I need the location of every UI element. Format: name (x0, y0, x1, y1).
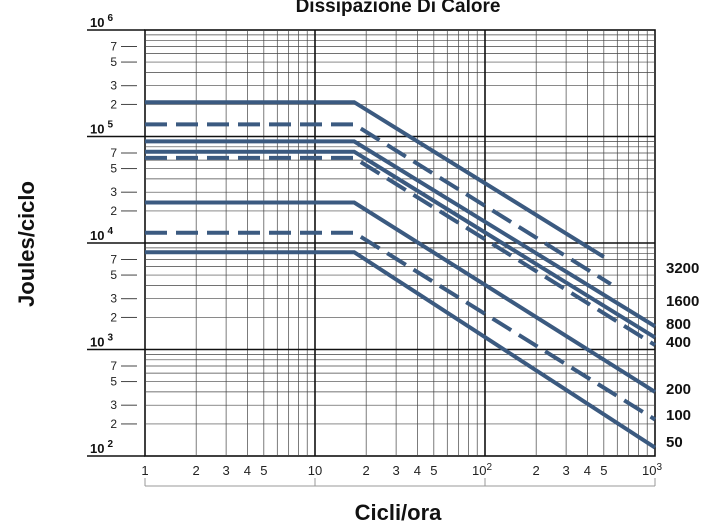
x-tick-label: 3 (392, 463, 399, 478)
series-label-50: 50 (666, 434, 683, 451)
y-tick-exponent: 4 (107, 226, 113, 237)
y-tick-label: 10 3 (90, 333, 113, 350)
x-tick-label: 4 (584, 463, 591, 478)
x-tick-label: 4 (244, 463, 251, 478)
x-tick-exponent: 2 (486, 462, 492, 473)
x-tick-label: 2 (193, 463, 200, 478)
series-line (145, 250, 657, 450)
x-tick-label: 5 (260, 463, 267, 478)
y-tick-label: 10 6 (90, 13, 113, 30)
y-tick-exponent: 3 (107, 333, 113, 344)
y-minor-tick-label: 5 (110, 375, 117, 389)
dashed-series-line (145, 230, 657, 422)
y-minor-tick-label: 7 (110, 359, 117, 373)
x-tick-label: 3 (222, 463, 229, 478)
y-minor-tick-label: 2 (110, 310, 117, 324)
x-tick-label: 10 (308, 463, 322, 478)
y-minor-tick-label: 3 (110, 185, 117, 199)
y-minor-tick-label: 2 (110, 417, 117, 431)
series-label-100: 100 (666, 407, 691, 424)
y-tick-exponent: 2 (107, 439, 113, 450)
y-minor-tick-label: 3 (110, 79, 117, 93)
x-axis-label: Cicli/ora (355, 500, 443, 524)
y-minor-tick-label: 5 (110, 162, 117, 176)
y-tick-label: 10 5 (90, 120, 113, 137)
series-line (145, 149, 657, 340)
y-tick-exponent: 5 (107, 120, 113, 131)
series-label-200: 200 (666, 381, 691, 398)
x-tick-exponent: 3 (656, 462, 662, 473)
y-minor-tick-label: 5 (110, 268, 117, 282)
y-minor-tick-label: 7 (110, 39, 117, 53)
x-tick-label: 2 (533, 463, 540, 478)
x-tick-label: 5 (600, 463, 607, 478)
x-tick-label: 2 (363, 463, 370, 478)
y-minor-tick-label: 2 (110, 97, 117, 111)
dashed-series-line (145, 155, 657, 347)
y-tick-exponent: 6 (107, 13, 113, 24)
series-label-400: 400 (666, 334, 691, 351)
chart-title: Dissipazione Di Calore (296, 0, 501, 17)
series-lines (145, 100, 657, 450)
y-minor-tick-label: 5 (110, 55, 117, 69)
x-tick-label: 4 (414, 463, 421, 478)
series-line (145, 100, 605, 259)
y-minor-tick-label: 7 (110, 252, 117, 266)
series-line (145, 200, 657, 394)
x-axis-ticks: 1 2 3 4 5 10 2 3 4 5 102 2 3 4 5 103 (141, 462, 662, 487)
series-line (145, 139, 657, 329)
y-tick-label: 10 4 (90, 226, 113, 243)
dashed-series-line (145, 122, 612, 286)
y-tick-label: 10 2 (90, 439, 113, 456)
x-tick-label: 5 (430, 463, 437, 478)
x-tick-label: 103 (642, 462, 662, 478)
y-axis-label: Joules/ciclo (14, 181, 39, 307)
y-minor-tick-label: 3 (110, 292, 117, 306)
series-label-3200: 3200 (666, 260, 699, 277)
y-minor-tick-label: 3 (110, 398, 117, 412)
y-minor-tick-label: 7 (110, 146, 117, 160)
x-tick-label: 3 (562, 463, 569, 478)
y-minor-tick-label: 2 (110, 204, 117, 218)
x-tick-label: 1 (141, 463, 148, 478)
x-tick-label: 102 (472, 462, 492, 478)
series-label-1600: 1600 (666, 293, 699, 310)
series-label-800: 800 (666, 316, 691, 333)
